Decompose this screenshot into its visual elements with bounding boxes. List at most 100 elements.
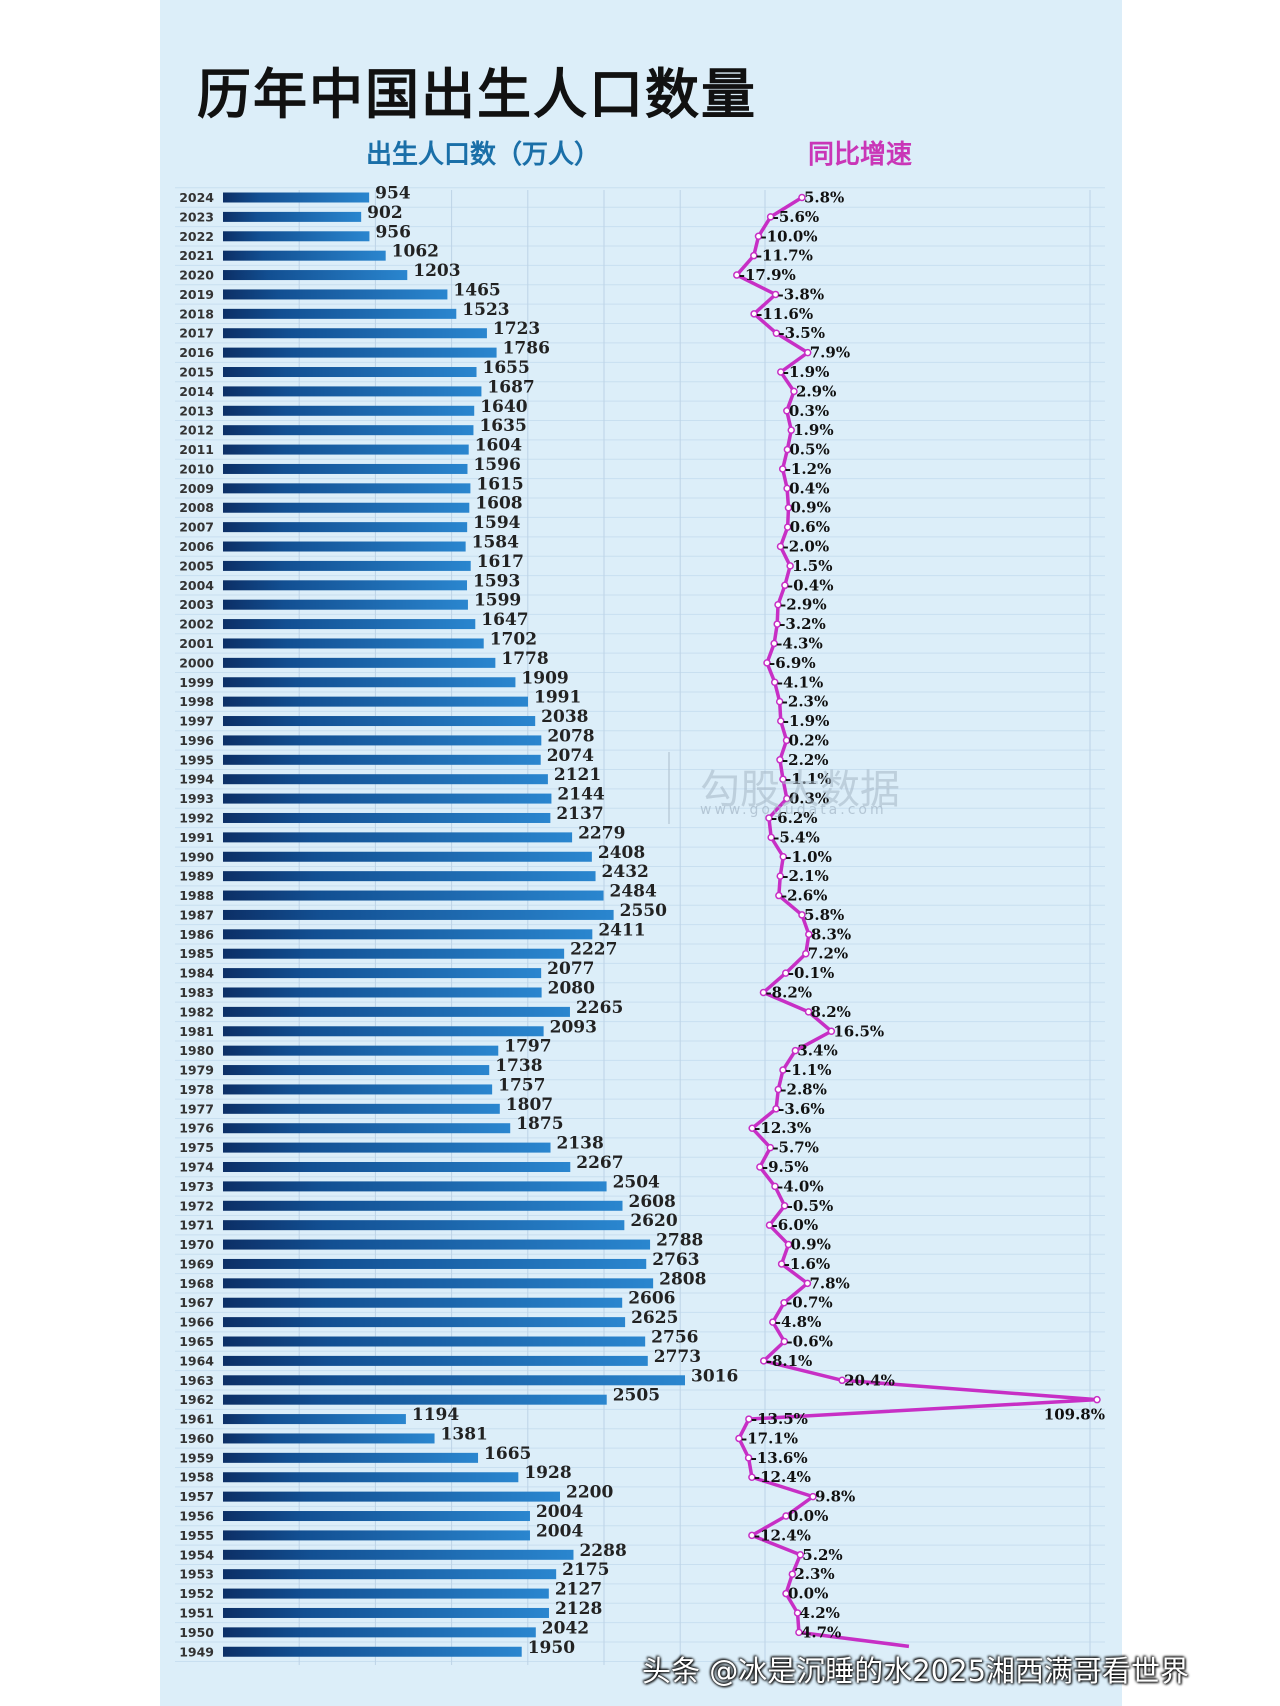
point: [790, 387, 798, 396]
bar: [223, 968, 542, 979]
tick-label: 1954: [179, 1547, 214, 1562]
bar: [223, 560, 471, 571]
data-label: -4.0%: [777, 1177, 824, 1195]
data-label: 3016: [691, 1366, 738, 1386]
point: [774, 1085, 783, 1094]
data-label: 2042: [542, 1618, 589, 1638]
data-label: -1.0%: [785, 848, 832, 866]
bar: [223, 1569, 557, 1580]
data-label: 2504: [613, 1172, 660, 1192]
data-label: 0.4%: [789, 479, 829, 497]
data-label: 1062: [392, 242, 439, 262]
point: [791, 1046, 800, 1055]
point: [769, 1318, 777, 1326]
data-label: -6.2%: [771, 809, 818, 827]
data-label: 0.2%: [789, 731, 829, 749]
tick-label: 1995: [179, 752, 214, 767]
data-label: 2625: [631, 1308, 678, 1328]
data-label: 2608: [629, 1192, 676, 1212]
data-label: 2620: [630, 1211, 677, 1231]
point: [776, 542, 785, 551]
point: [754, 232, 763, 241]
bar: [223, 1336, 646, 1347]
data-label: 1194: [412, 1405, 459, 1425]
point: [782, 736, 791, 745]
point: [772, 329, 781, 337]
tick-label: 1967: [179, 1295, 214, 1310]
bar: [223, 1414, 406, 1425]
data-label: -3.8%: [778, 285, 825, 303]
data-label: 2408: [598, 843, 645, 863]
bar: [223, 1084, 493, 1095]
tick-label: 2011: [179, 442, 214, 457]
point: [805, 930, 813, 939]
tick-label: 1978: [179, 1082, 214, 1097]
bar: [223, 677, 516, 688]
data-label: 2077: [547, 959, 594, 979]
data-label: 1665: [484, 1444, 531, 1464]
tick-label: 1976: [179, 1121, 214, 1136]
tick-label: 1950: [179, 1625, 214, 1640]
point: [748, 1531, 756, 1540]
data-label: -1.9%: [783, 712, 830, 730]
bar: [223, 948, 565, 959]
tick-label: 1949: [179, 1644, 214, 1659]
point: [804, 1008, 813, 1016]
tick-label: 1962: [179, 1392, 214, 1407]
data-label: -2.6%: [781, 887, 828, 905]
data-label: 2279: [578, 823, 625, 843]
data-label: -1.1%: [785, 1061, 832, 1079]
bar: [223, 580, 468, 591]
tick-label: 2021: [179, 248, 214, 263]
point: [756, 1163, 764, 1171]
bar: [223, 1472, 519, 1483]
bar: [223, 774, 548, 785]
bar: [223, 890, 604, 901]
data-label: 16.5%: [833, 1022, 884, 1040]
data-label: 109.8%: [1044, 1406, 1105, 1424]
data-label: 1640: [480, 397, 527, 417]
line-subtitle: 同比增速: [808, 140, 913, 170]
tick-label: 1994: [179, 772, 214, 787]
data-label: -12.4%: [754, 1526, 811, 1544]
point: [780, 1298, 788, 1307]
data-label: 1875: [516, 1114, 563, 1134]
tick-label: 1981: [179, 1024, 214, 1039]
point: [770, 639, 778, 648]
data-label: 4.7%: [801, 1623, 841, 1641]
bar-subtitle: 出生人口数（万人）: [366, 140, 601, 170]
data-label: -9.5%: [762, 1158, 809, 1176]
point: [781, 581, 789, 590]
tick-label: 2024: [179, 190, 214, 205]
tick-label: 2017: [179, 326, 214, 341]
data-label: 1381: [441, 1424, 488, 1444]
bar: [223, 1355, 648, 1366]
data-label: 2093: [550, 1017, 597, 1037]
point: [775, 697, 784, 706]
data-label: 1594: [473, 513, 520, 533]
tick-label: 2001: [179, 636, 214, 651]
tick-label: 1951: [179, 1605, 214, 1620]
data-label: 1757: [498, 1075, 545, 1095]
bar: [223, 909, 614, 920]
bar: [223, 270, 408, 281]
data-label: 1617: [477, 552, 524, 572]
bar: [223, 657, 496, 668]
data-label: 2038: [541, 707, 588, 727]
data-label: 9.8%: [815, 1488, 855, 1506]
bar: [223, 1278, 654, 1289]
tick-label: 1982: [179, 1004, 214, 1019]
data-label: -10.0%: [761, 227, 818, 245]
bar: [223, 1123, 511, 1134]
point: [782, 1589, 790, 1598]
data-label: 2004: [536, 1502, 583, 1522]
point: [786, 562, 794, 570]
point: [766, 1143, 775, 1152]
point: [759, 1357, 768, 1365]
point: [777, 368, 785, 376]
data-label: 2763: [652, 1250, 699, 1270]
bar: [223, 1317, 626, 1328]
bar: [223, 1142, 551, 1153]
bar: [223, 347, 497, 358]
data-label: -2.2%: [782, 751, 829, 769]
